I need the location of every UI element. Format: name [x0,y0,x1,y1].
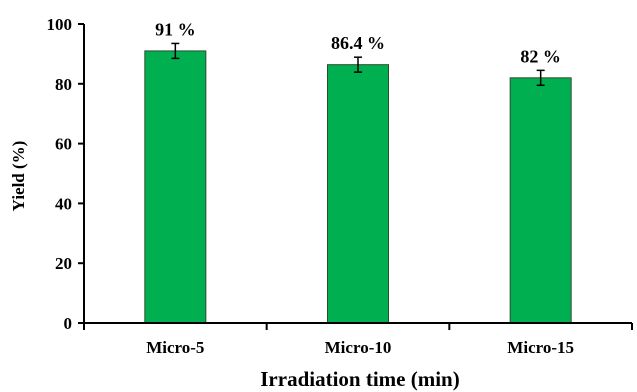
bar-micro-15 [509,77,572,324]
bar-micro-5 [144,50,207,324]
x-tick-label: Micro-10 [325,338,392,357]
error-bars-group [171,42,545,87]
y-tick-label: 100 [47,15,73,34]
y-tick-label: 20 [55,254,72,273]
x-tick-label: Micro-5 [146,338,204,357]
data-label: 86.4 % [331,33,385,53]
data-label: 82 % [520,46,561,66]
y-tick-label: 40 [55,194,72,213]
x-axis-title: Irradiation time (min) [260,367,459,391]
y-axis-title: Yield (%) [9,141,28,212]
y-tick-label: 60 [55,135,72,154]
data-labels-group: 91 % 86.4 % 82 % [155,19,561,66]
y-tick-label: 80 [55,75,72,94]
y-tick-label: 0 [64,314,73,333]
bars-group [144,50,572,324]
category-labels-group: Micro-5 Micro-10 Micro-15 [146,338,574,357]
axes-group [78,23,633,330]
data-label: 91 % [155,19,196,39]
x-tick-label: Micro-15 [507,338,574,357]
bar-micro-10 [327,64,389,324]
y-tick-labels-group: 0 20 40 60 80 100 [47,15,73,333]
